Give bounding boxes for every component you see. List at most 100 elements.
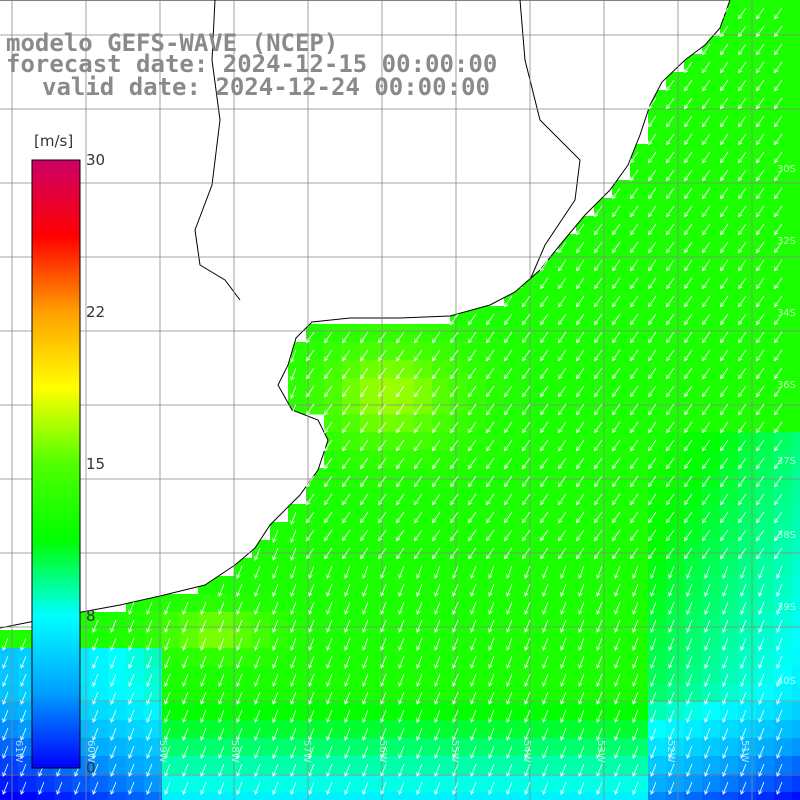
wind-arrow: [774, 169, 783, 181]
wind-arrow: [20, 763, 27, 777]
wind-speed-cell: [720, 504, 739, 523]
wind-arrow: [702, 187, 711, 199]
wind-arrowhead: [684, 122, 689, 128]
wind-arrow: [666, 79, 675, 91]
wind-arrow: [522, 475, 531, 487]
wind-speed-cell: [396, 360, 415, 379]
wind-arrowhead: [540, 482, 545, 488]
wind-speed-cell: [360, 378, 379, 397]
wind-arrowhead: [596, 772, 601, 777]
wind-arrowhead: [630, 284, 635, 290]
wind-arrow: [540, 511, 549, 523]
wind-speed-cell: [396, 612, 415, 631]
wind-arrowhead: [578, 754, 583, 759]
wind-arrowhead: [272, 664, 277, 669]
wind-speed-cell: [666, 414, 685, 433]
wind-speed-cell: [36, 774, 55, 793]
wind-speed-cell: [342, 468, 361, 487]
wind-arrowhead: [488, 682, 493, 687]
wind-arrow: [668, 565, 675, 579]
wind-speed-cell: [702, 450, 721, 469]
wind-speed-cell: [774, 630, 793, 649]
wind-arrowhead: [756, 302, 761, 308]
wind-arrow: [632, 565, 639, 579]
wind-arrowhead: [774, 158, 779, 164]
wind-arrowhead: [290, 394, 295, 399]
wind-speed-cell: [630, 684, 649, 703]
wind-arrowhead: [236, 754, 241, 759]
wind-speed-cell: [216, 702, 235, 721]
wind-arrow: [702, 169, 711, 181]
wind-speed-cell: [450, 612, 469, 631]
wind-arrowhead: [486, 428, 491, 434]
wind-arrow: [290, 709, 297, 723]
wind-arrowhead: [542, 790, 547, 795]
wind-arrow: [326, 745, 333, 759]
wind-speed-cell: [378, 666, 397, 685]
wind-arrow: [522, 385, 531, 397]
wind-arrowhead: [738, 158, 743, 164]
wind-arrowhead: [450, 482, 455, 488]
wind-arrow: [324, 403, 333, 415]
wind-arrow: [558, 511, 567, 523]
wind-arrow: [558, 403, 567, 415]
wind-speed-cell: [630, 288, 649, 307]
wind-arrow: [524, 709, 531, 723]
wind-speed-cell: [612, 216, 631, 235]
wind-speed-cell: [648, 432, 667, 451]
wind-arrow: [524, 583, 531, 597]
wind-arrow: [632, 727, 639, 741]
wind-speed-cell: [576, 306, 595, 325]
wind-arrow: [342, 367, 351, 379]
wind-speed-cell: [306, 648, 325, 667]
wind-arrowhead: [756, 158, 761, 164]
wind-arrowhead: [686, 664, 691, 669]
wind-arrowhead: [308, 592, 313, 597]
wind-arrow: [164, 601, 171, 615]
wind-speed-cell: [594, 306, 613, 325]
wind-speed-cell: [234, 648, 253, 667]
wind-arrowhead: [704, 592, 709, 597]
wind-arrow: [738, 205, 747, 217]
wind-speed-cell: [630, 306, 649, 325]
wind-arrow: [434, 637, 441, 651]
wind-arrow: [398, 619, 405, 633]
wind-arrow: [488, 727, 495, 741]
wind-arrowhead: [594, 302, 599, 308]
wind-arrow: [740, 637, 747, 651]
wind-arrowhead: [702, 392, 707, 398]
wind-arrowhead: [756, 50, 761, 56]
wind-arrowhead: [380, 664, 385, 669]
wind-arrowhead: [506, 772, 511, 777]
wind-speed-cell: [450, 504, 469, 523]
wind-arrowhead: [434, 664, 439, 669]
wind-arrowhead: [704, 790, 709, 795]
wind-arrow: [756, 421, 765, 433]
wind-speed-cell: [180, 612, 199, 631]
wind-arrowhead: [740, 682, 745, 687]
wind-speed-cell: [792, 522, 800, 541]
wind-arrowhead: [542, 610, 547, 615]
wind-arrow: [542, 763, 549, 777]
wind-speed-cell: [432, 486, 451, 505]
wind-speed-cell: [702, 522, 721, 541]
wind-speed-cell: [396, 684, 415, 703]
wind-arrow: [450, 475, 459, 487]
wind-arrow: [666, 475, 675, 487]
wind-speed-cell: [486, 432, 505, 451]
wind-speed-cell: [504, 648, 523, 667]
wind-speed-cell: [702, 576, 721, 595]
wind-speed-cell: [594, 612, 613, 631]
wind-arrow: [612, 403, 621, 415]
wind-arrowhead: [686, 772, 691, 777]
wind-arrow: [432, 385, 441, 397]
wind-speed-cell: [684, 648, 703, 667]
wind-speed-cell: [702, 594, 721, 613]
wind-arrow: [668, 655, 675, 669]
wind-arrow: [488, 709, 495, 723]
wind-arrowhead: [720, 158, 725, 164]
wind-arrow: [468, 349, 477, 361]
wind-arrowhead: [594, 374, 599, 380]
wind-arrow: [756, 313, 765, 325]
wind-arrow: [722, 727, 729, 741]
